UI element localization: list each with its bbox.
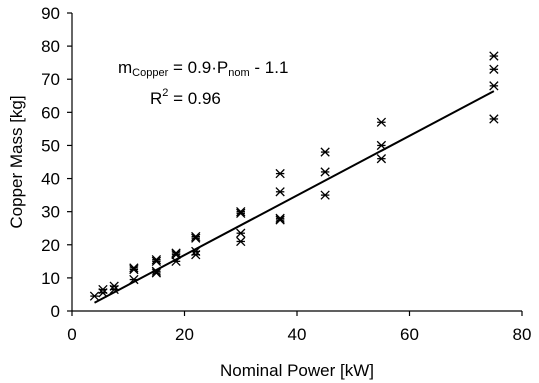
fit-equation-annotation: mCopper = 0.9·Pnom - 1.1: [118, 58, 288, 79]
data-point: [151, 256, 162, 266]
data-point: [191, 233, 201, 243]
data-point: [89, 291, 100, 301]
data-point: [171, 248, 181, 258]
data-point: [376, 117, 387, 127]
equation-prefix: m: [118, 58, 132, 77]
data-point: [275, 215, 285, 225]
x-tick-label: 20: [175, 325, 194, 344]
y-tick-label: 20: [41, 236, 60, 255]
y-tick-label: 80: [41, 37, 60, 56]
r-squared-annotation: R2 = 0.96: [150, 87, 221, 108]
y-tick-label: 60: [41, 103, 60, 122]
fit-line: [94, 90, 495, 304]
x-axis-title: Nominal Power [kW]: [220, 361, 374, 380]
data-point: [489, 51, 499, 61]
y-tick-label: 30: [41, 203, 60, 222]
data-point: [275, 168, 285, 179]
y-tick-label: 90: [41, 4, 60, 23]
data-point: [376, 154, 387, 164]
r-squared-superscript: 2: [162, 87, 168, 99]
data-point: [236, 228, 246, 238]
equation-suffix: - 1.1: [250, 58, 289, 77]
data-point: [191, 231, 201, 242]
data-point: [129, 274, 139, 285]
axis-ticks: 0 10 20 30 40 50 60 70 80 90 0 20 40 60 80: [41, 4, 531, 344]
r-squared-value: = 0.96: [168, 89, 220, 108]
data-point: [489, 64, 499, 74]
data-point: [151, 266, 162, 276]
r-squared-prefix: R: [150, 89, 162, 108]
data-point: [191, 246, 201, 257]
data-point: [129, 263, 139, 273]
data-point: [320, 190, 330, 200]
data-point: [489, 114, 499, 124]
equation-middle: = 0.9·P: [168, 58, 228, 77]
y-tick-label: 70: [41, 70, 60, 89]
data-point: [98, 284, 108, 295]
equation-middle-subscript: nom: [228, 67, 249, 79]
y-axis-title: Copper Mass [kg]: [7, 95, 26, 228]
data-point: [236, 236, 246, 247]
y-tick-label: 0: [51, 302, 60, 321]
fit-line-layer: [94, 90, 495, 304]
data-point: [151, 268, 162, 278]
x-tick-label: 80: [513, 325, 532, 344]
data-point: [275, 213, 285, 223]
data-point: [129, 264, 139, 275]
x-tick-label: 60: [400, 325, 419, 344]
data-point: [320, 167, 330, 177]
axes: [71, 13, 522, 312]
data-point: [109, 281, 119, 291]
data-point: [376, 140, 387, 151]
x-tick-label: 0: [67, 325, 76, 344]
y-tick-label: 10: [41, 269, 60, 288]
data-point: [151, 255, 162, 265]
data-point: [236, 208, 246, 218]
y-tick-label: 50: [41, 136, 60, 155]
data-point: [275, 187, 285, 197]
data-point: [489, 81, 499, 91]
y-tick-label: 40: [41, 170, 60, 189]
data-point: [236, 207, 246, 217]
data-points: [89, 51, 499, 301]
data-point: [320, 147, 330, 157]
x-tick-label: 40: [288, 325, 307, 344]
data-point: [171, 250, 181, 260]
data-point: [171, 256, 181, 266]
equation-prefix-subscript: Copper: [132, 67, 168, 79]
